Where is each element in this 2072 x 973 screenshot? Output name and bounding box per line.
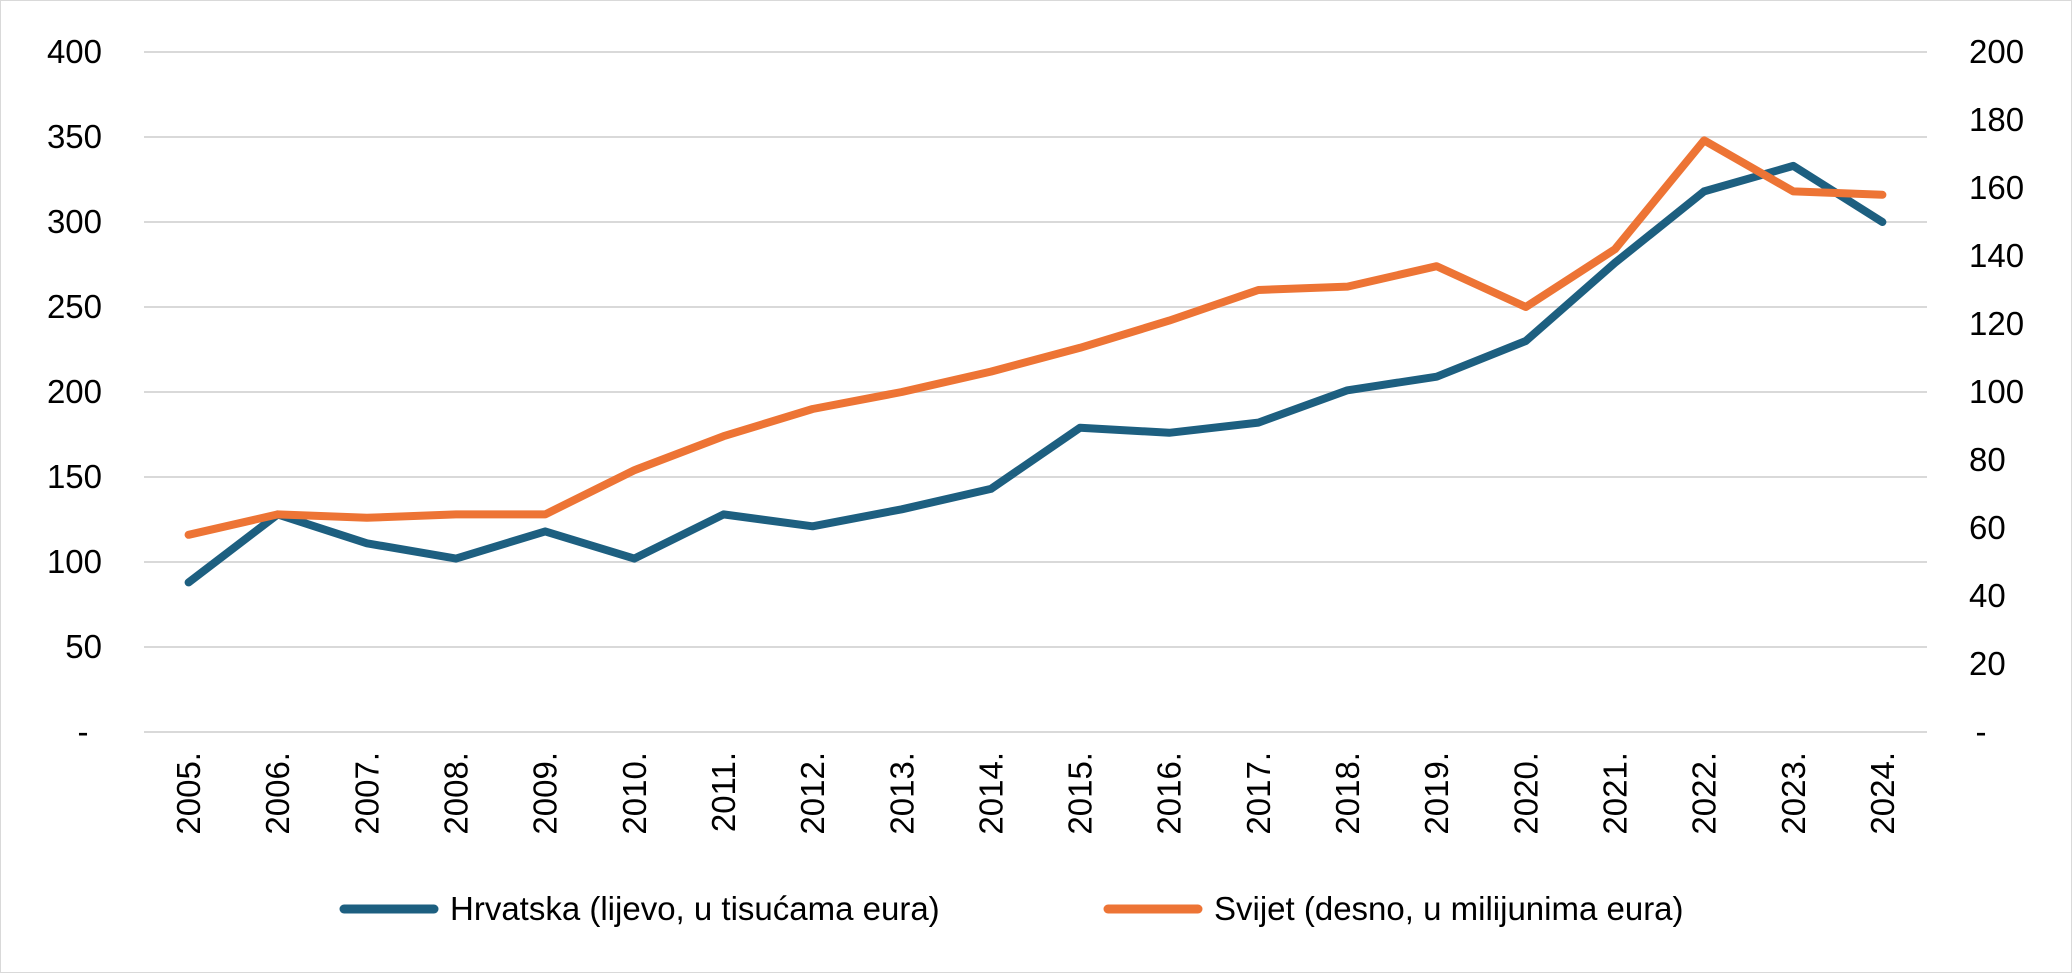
x-tick-label: 2017.: [1240, 752, 1277, 835]
right-y-tick-label: 140: [1969, 237, 2024, 274]
x-tick-label: 2014.: [972, 752, 1009, 835]
x-tick-label: 2012.: [794, 752, 831, 835]
right-y-tick-label: -: [1976, 713, 1987, 750]
right-y-tick-label: 20: [1969, 645, 2006, 682]
left-y-tick-label: -: [78, 713, 89, 750]
left-y-tick-label: 200: [47, 373, 102, 410]
right-y-tick-label: 180: [1969, 101, 2024, 138]
gridlines: [144, 51, 1927, 733]
x-tick-label: 2008.: [438, 752, 475, 835]
right-y-tick-label: 160: [1969, 169, 2024, 206]
left-y-tick-label: 400: [47, 33, 102, 70]
right-y-tick-label: 200: [1969, 33, 2024, 70]
x-tick-label: 2006.: [259, 752, 296, 835]
right-y-tick-label: 120: [1969, 305, 2024, 342]
right-y-tick-label: 100: [1969, 373, 2024, 410]
legend-label: Svijet (desno, u milijunima eura): [1214, 890, 1684, 927]
right-axis-tick-labels: - 20 40 60 80 100 120 140 160 180 200: [1969, 33, 2024, 750]
x-tick-label: 2007.: [348, 752, 385, 835]
x-tick-label: 2005.: [170, 752, 207, 835]
legend: Hrvatska (lijevo, u tisućama eura) Svijet…: [339, 890, 1684, 927]
left-y-tick-label: 350: [47, 118, 102, 155]
left-y-tick-label: 300: [47, 203, 102, 240]
x-tick-label: 2021.: [1596, 752, 1633, 835]
x-tick-label: 2022.: [1686, 752, 1723, 835]
left-y-tick-label: 250: [47, 288, 102, 325]
x-tick-label: 2015.: [1062, 752, 1099, 835]
x-tick-label: 2010.: [616, 752, 653, 835]
x-tick-label: 2020.: [1507, 752, 1544, 835]
x-tick-label: 2024.: [1864, 752, 1901, 835]
x-axis-tick-labels: 2005. 2006. 2007. 2008. 2009. 2010. 2011. 2012.…: [170, 752, 1901, 835]
x-tick-label: 2016.: [1151, 752, 1188, 835]
x-tick-label: 2011.: [705, 752, 742, 832]
left-y-tick-label: 100: [47, 543, 102, 580]
series-line-svijet: [184, 136, 1887, 539]
left-axis-tick-labels: - 50 100 150 200 250 300 350 400: [47, 33, 102, 750]
x-tick-label: 2023.: [1775, 752, 1812, 835]
right-y-tick-label: 80: [1969, 441, 2006, 478]
x-tick-label: 2018.: [1329, 752, 1366, 835]
legend-label: Hrvatska (lijevo, u tisućama eura): [450, 890, 940, 927]
right-y-tick-label: 60: [1969, 509, 2006, 546]
right-y-tick-label: 40: [1969, 577, 2006, 614]
x-tick-label: 2013.: [883, 752, 920, 835]
series-lines: [184, 136, 1887, 587]
x-tick-label: 2009.: [527, 752, 564, 835]
x-tick-label: 2019.: [1418, 752, 1455, 835]
series-line-hrvatska: [184, 161, 1887, 587]
left-y-tick-label: 50: [65, 628, 102, 665]
left-y-tick-label: 150: [47, 458, 102, 495]
